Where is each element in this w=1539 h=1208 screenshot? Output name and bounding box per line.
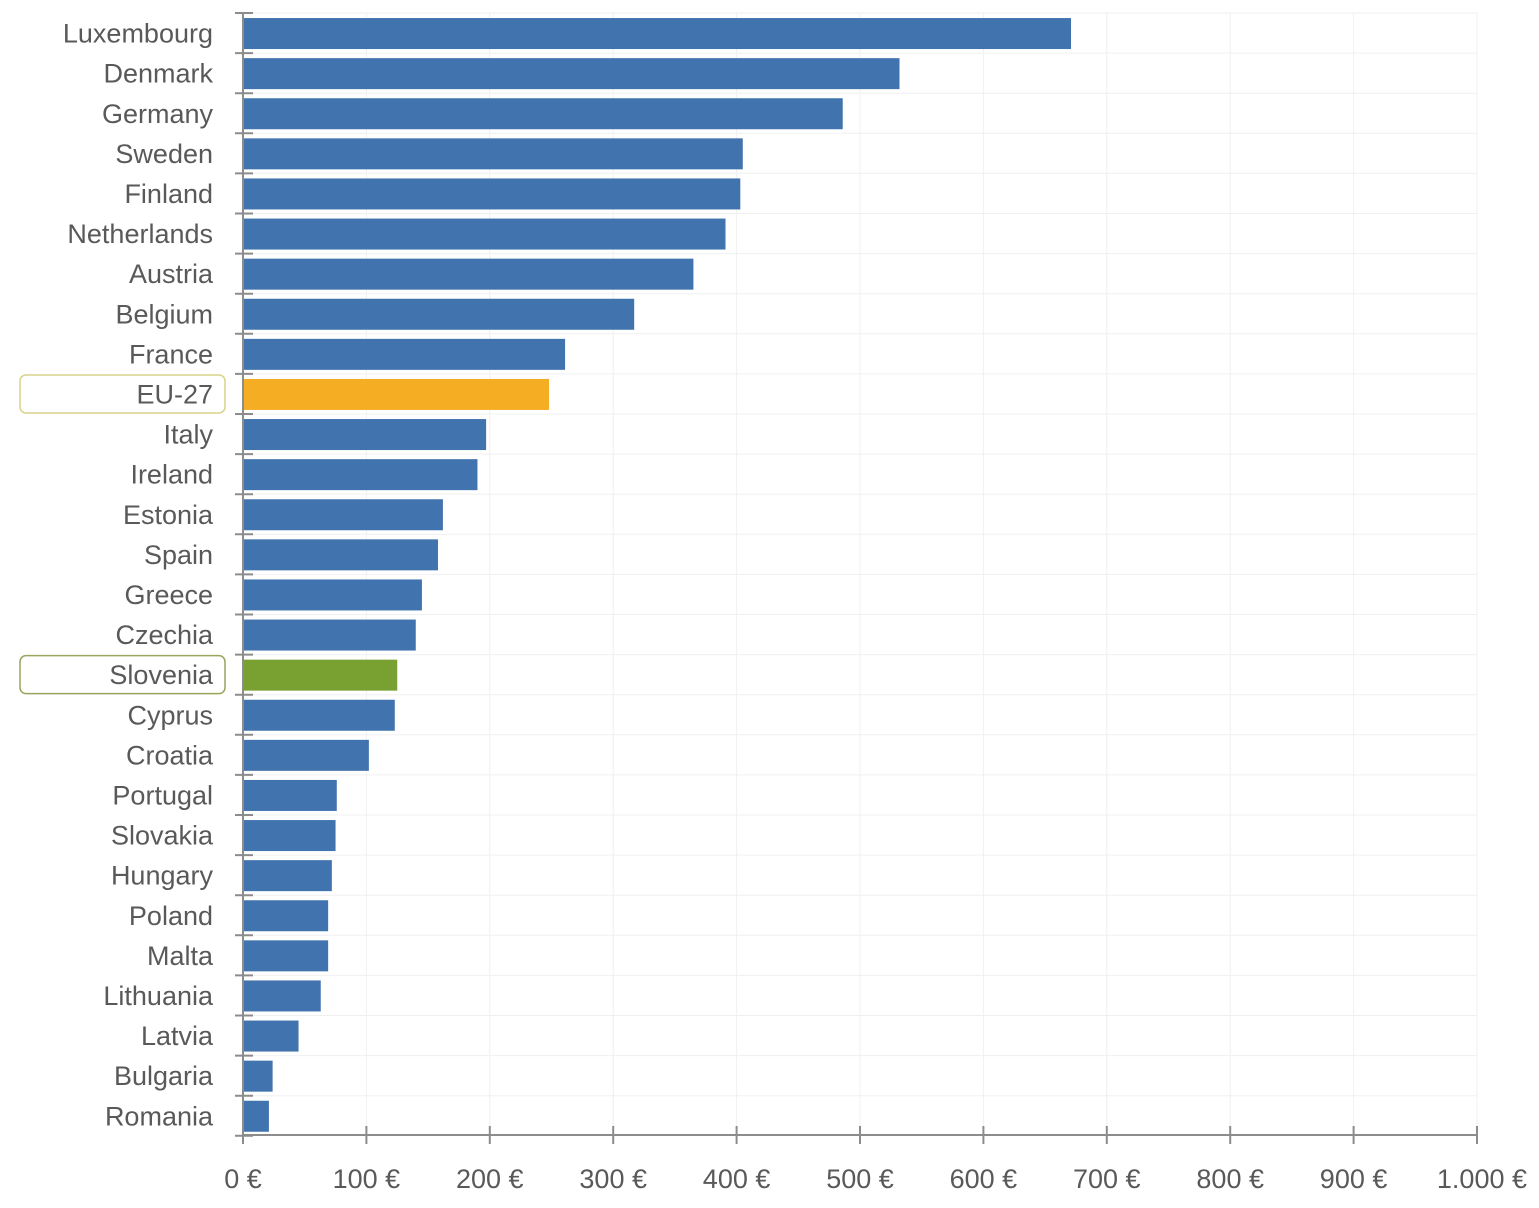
category-label: Slovakia xyxy=(111,821,214,851)
x-tick-label: 100 € xyxy=(333,1164,401,1194)
bar-poland xyxy=(244,900,329,932)
category-label: Spain xyxy=(144,540,213,570)
category-label: Hungary xyxy=(111,861,214,891)
bar-slovenia xyxy=(244,659,398,691)
bar-greece xyxy=(244,579,422,611)
bar-germany xyxy=(244,98,843,130)
bar-denmark xyxy=(244,58,900,90)
category-label: Romania xyxy=(105,1101,214,1131)
bar-portugal xyxy=(244,779,337,811)
bar-croatia xyxy=(244,739,369,771)
category-label: Belgium xyxy=(115,299,213,329)
category-labels: Luxembourg Denmark Germany Sweden Finland Net… xyxy=(19,19,226,1131)
category-label: Greece xyxy=(124,580,213,610)
category-label: Czechia xyxy=(115,620,214,650)
x-tick-label: 700 € xyxy=(1073,1164,1141,1194)
bar-ireland xyxy=(244,459,478,491)
bar-estonia xyxy=(244,499,443,531)
bar-finland xyxy=(244,178,741,210)
bar-czechia xyxy=(244,619,416,651)
category-label: Croatia xyxy=(126,740,214,770)
bar-sweden xyxy=(244,138,743,170)
bar-cyprus xyxy=(244,699,395,731)
category-label: Denmark xyxy=(103,59,213,89)
bar-latvia xyxy=(244,1020,299,1052)
grid-lines xyxy=(243,12,1478,1135)
bar-spain xyxy=(244,539,438,571)
bar-lithuania xyxy=(244,980,321,1012)
x-tick-label: 200 € xyxy=(456,1164,524,1194)
bar-luxembourg xyxy=(244,18,1072,50)
bar-romania xyxy=(244,1100,269,1132)
x-tick-label: 600 € xyxy=(950,1164,1018,1194)
bar-italy xyxy=(244,419,487,451)
category-label: Lithuania xyxy=(103,981,214,1011)
category-label: Germany xyxy=(102,99,214,129)
axes xyxy=(235,12,1478,1144)
x-tick-label: 0 € xyxy=(224,1164,262,1194)
x-tick-labels: 0 € 100 € 200 € 300 € 400 € 500 € 600 € 700 € 80… xyxy=(224,1164,1527,1194)
x-tick-label: 500 € xyxy=(826,1164,894,1194)
bar-slovakia xyxy=(244,820,336,852)
category-label: Netherlands xyxy=(67,219,213,249)
x-tick-label: 1.000 € xyxy=(1437,1164,1527,1194)
bars xyxy=(244,18,1072,1132)
category-label: Slovenia xyxy=(109,660,214,690)
bar-austria xyxy=(244,258,694,290)
category-label: Poland xyxy=(129,901,213,931)
category-label: Italy xyxy=(163,420,213,450)
category-label: Luxembourg xyxy=(63,19,213,49)
category-label: Latvia xyxy=(141,1021,214,1051)
category-label: Finland xyxy=(124,179,213,209)
highlight-box-eu-27 xyxy=(19,374,226,414)
category-label: France xyxy=(129,339,213,369)
category-label: Malta xyxy=(147,941,214,971)
category-label: Bulgaria xyxy=(114,1061,214,1091)
bar-eu-27 xyxy=(244,378,550,410)
category-label: Estonia xyxy=(123,500,214,530)
category-label: EU-27 xyxy=(136,379,213,409)
bar-france xyxy=(244,338,566,370)
category-label: Cyprus xyxy=(127,700,213,730)
bar-malta xyxy=(244,940,329,972)
bar-belgium xyxy=(244,298,635,330)
category-label: Portugal xyxy=(112,780,213,810)
category-label: Austria xyxy=(129,259,214,289)
bar-netherlands xyxy=(244,218,726,250)
bar-bulgaria xyxy=(244,1060,273,1092)
highlight-box-slovenia xyxy=(19,654,226,695)
x-tick-label: 300 € xyxy=(579,1164,647,1194)
x-tick-label: 400 € xyxy=(703,1164,771,1194)
category-label: Ireland xyxy=(130,460,213,490)
x-tick-label: 900 € xyxy=(1320,1164,1388,1194)
category-label: Sweden xyxy=(115,139,213,169)
bar-hungary xyxy=(244,860,332,892)
x-tick-label: 800 € xyxy=(1196,1164,1264,1194)
